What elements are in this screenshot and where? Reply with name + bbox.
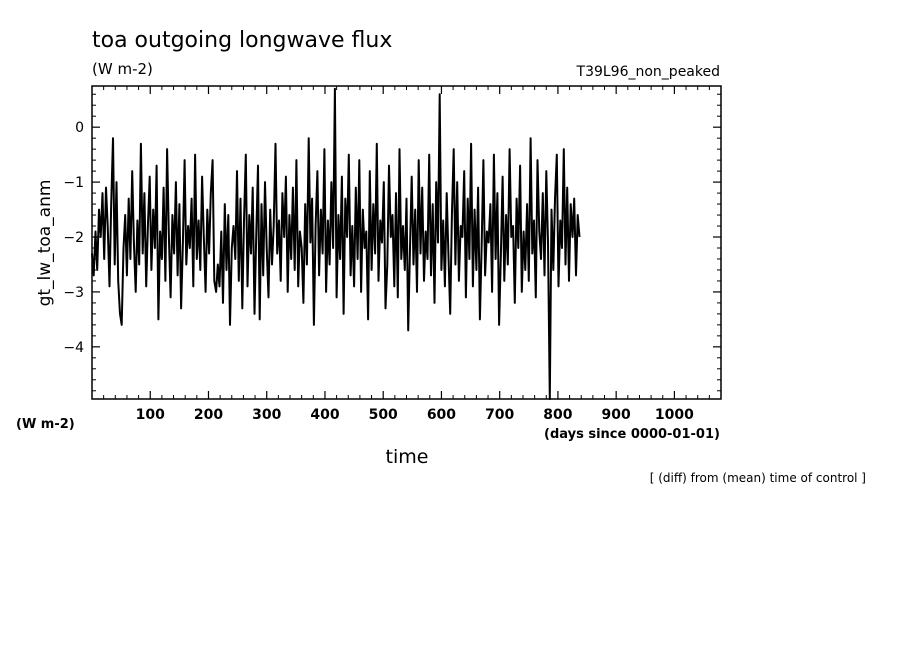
y-axis-label: gt_lw_toa_anm (35, 180, 55, 307)
x-tick-label: 700 (485, 407, 514, 423)
x-axis-label: time (386, 446, 429, 468)
x-axis-ticks: 100 200 300 400 500 600 700 800 900 1000 (136, 86, 694, 423)
x-tick-label: 400 (310, 407, 339, 423)
minor-ticks (92, 86, 721, 399)
x-tick-label: 100 (136, 407, 165, 423)
case-label: T39L96_non_peaked (576, 64, 720, 80)
x-axis-units: (days since 0000-01-01) (544, 427, 720, 442)
series-line (91, 87, 581, 400)
y-tick-label: −1 (63, 175, 84, 191)
title-units: (W m-2) (92, 60, 153, 78)
y-tick-label: 0 (75, 120, 84, 136)
x-tick-label: 1000 (655, 407, 694, 423)
x-tick-label: 500 (369, 407, 398, 423)
y-axis-units: (W m-2) (16, 417, 75, 432)
y-axis-ticks: 0 −1 −2 −3 −4 (63, 120, 721, 356)
x-tick-label: 900 (602, 407, 631, 423)
chart-title: toa outgoing longwave flux (92, 28, 392, 53)
x-tick-label: 800 (543, 407, 572, 423)
x-tick-label: 300 (252, 407, 281, 423)
y-tick-label: −3 (63, 285, 84, 301)
plot-area: 100 200 300 400 500 600 700 800 900 1000 0 −1 −2 −3 −… (63, 85, 722, 423)
y-tick-label: −2 (63, 230, 84, 246)
x-tick-label: 200 (194, 407, 223, 423)
diff-note: [ (diff) from (mean) time of control ] (650, 471, 866, 485)
y-tick-label: −4 (63, 340, 84, 356)
x-tick-label: 600 (427, 407, 456, 423)
